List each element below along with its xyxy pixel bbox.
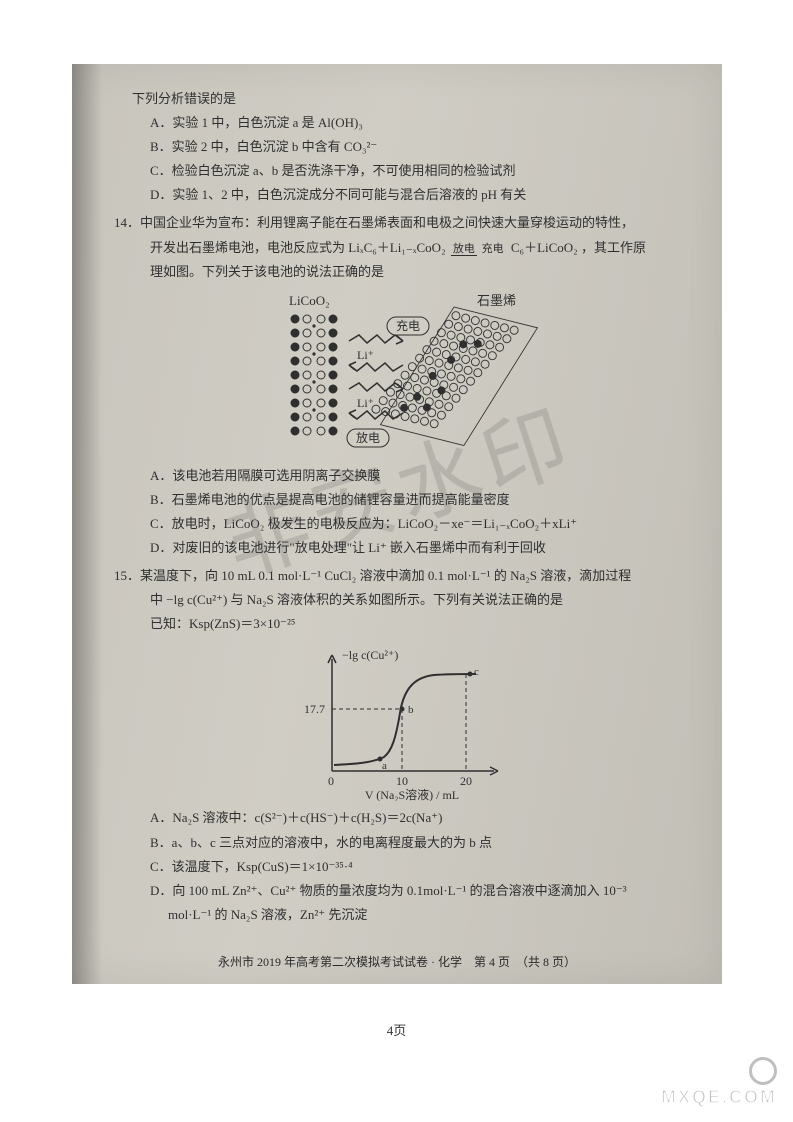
q15-option-b: B．a、b、c 三点对应的溶液中，水的电离程度最大的为 b 点 (114, 832, 684, 854)
page-root: 非安水印 下列分析错误的是 A．实验 1 中，白色沉淀 a 是 Al(OH)₃ … (0, 0, 793, 1122)
q14-stem-a: 中国企业华为宣布：利用锂离子能在石墨烯表面和电极之间快速大量穿梭运动的特性， (140, 215, 634, 230)
scan-area: 非安水印 下列分析错误的是 A．实验 1 中，白色沉淀 a 是 Al(OH)₃ … (72, 64, 722, 984)
q13-option-a: A．实验 1 中，白色沉淀 a 是 Al(OH)₃ (114, 112, 684, 134)
site-watermark-text: 答案 (693, 1058, 747, 1088)
q15-stem-a: 某温度下，向 10 mL 0.1 mol·L⁻¹ CuCl₂ 溶液中滴加 0.1… (140, 568, 631, 583)
q14-discharge-pill: 放电 (347, 429, 389, 447)
site-watermark-top: 答案 (661, 1057, 777, 1086)
q14-number: 14． (114, 215, 140, 230)
q15-stem-line1: 15．某温度下，向 10 mL 0.1 mol·L⁻¹ CuCl₂ 溶液中滴加 … (114, 565, 684, 587)
q15-yaxis-label: −lg c(Cu²⁺) (342, 648, 398, 662)
q14-diagram-svg: LiCoO₂ 石墨烯 (229, 289, 569, 459)
q15-option-d-line1: D．向 100 mL Zn²⁺、Cu²⁺ 物质的量浓度均为 0.1mol·L⁻¹… (114, 880, 684, 902)
q13-option-d: D．实验 1、2 中，白色沉淀成分不同可能与混合后溶液的 pH 有关 (114, 184, 684, 206)
q14-stem-b-post: ，其工作原 (581, 240, 646, 255)
q15-stem-line2: 中 −lg c(Cu²⁺) 与 Na₂S 溶液体积的关系如图所示。下列有关说法正… (114, 589, 684, 611)
q14-eq-left: LiₓC₆＋Li₁₋ₓCoO₂ (348, 240, 445, 255)
q15-point-b-label: b (408, 704, 414, 716)
q14-diagram: LiCoO₂ 石墨烯 (229, 289, 569, 459)
q14-stem-line3: 理如图。下列关于该电池的说法正确的是 (114, 261, 684, 283)
q14-eq-top: 放电 (451, 243, 477, 256)
q14-stem-line1: 14．中国企业华为宣布：利用锂离子能在石墨烯表面和电极之间快速大量穿梭运动的特性… (114, 212, 684, 234)
q14-option-b: B．石墨烯电池的优点是提高电池的储锂容量进而提高能量密度 (114, 489, 684, 511)
q14-charge-label: 充电 (396, 318, 420, 333)
q15-block: 15．某温度下，向 10 mL 0.1 mol·L⁻¹ CuCl₂ 溶液中滴加 … (114, 565, 684, 926)
q14-eq-bot: 充电 (480, 243, 506, 255)
q13-option-c: C．检验白色沉淀 a、b 是否洗涤干净，不可使用相同的检验试剂 (114, 160, 684, 182)
q14-option-c: C．放电时，LiCoO₂ 极发生的电极反应为：LiCoO₂－xe⁻＝Li₁₋ₓC… (114, 513, 684, 535)
q13-stem: 下列分析错误的是 (114, 88, 684, 110)
q15-point-a-label: a (382, 760, 387, 772)
q14-li-label-2: Li⁺ (357, 396, 374, 410)
q15-option-a: A．Na₂S 溶液中：c(S²⁻)＋c(HS⁻)＋c(H₂S)＝2c(Na⁺) (114, 807, 684, 829)
q14-graphene-label: 石墨烯 (477, 293, 516, 308)
q14-licoo2-label: LiCoO₂ (289, 293, 330, 308)
q15-number: 15． (114, 568, 140, 583)
q14-eq-right: C₆＋LiCoO₂ (511, 240, 578, 255)
q14-li-label-1: Li⁺ (357, 348, 374, 362)
q14-option-a: A．该电池若用隔膜可选用阴离子交换膜 (114, 465, 684, 487)
q15-chart-svg: −lg c(Cu²⁺) 17.7 (284, 641, 514, 801)
q14-eq-arrows: 放电 充电 (451, 243, 506, 255)
site-watermark: 答案 MXQE.COM (661, 1057, 777, 1106)
q15-point-c-label: c (474, 666, 479, 678)
q15-known: 已知：Ksp(ZnS)＝3×10⁻²⁵ (114, 613, 684, 635)
q14-licoo2-electrode (289, 311, 339, 443)
site-watermark-url: MXQE.COM (661, 1088, 777, 1106)
q15-xtick-10: 10 (396, 774, 408, 788)
exam-footer: 永州市 2019 年高考第二次模拟考试试卷 · 化学 第 4 页 （共 8 页） (72, 953, 722, 970)
q14-discharge-label: 放电 (356, 430, 380, 445)
q15-option-d-line2: mol·L⁻¹ 的 Na₂S 溶液，Zn²⁺ 先沉淀 (114, 904, 684, 926)
q14-block: 14．中国企业华为宣布：利用锂离子能在石墨烯表面和电极之间快速大量穿梭运动的特性… (114, 212, 684, 559)
q15-chart: −lg c(Cu²⁺) 17.7 (284, 641, 514, 801)
page-number: 4页 (0, 1020, 793, 1039)
q14-stem-b-pre: 开发出石墨烯电池，电池反应式为 (150, 240, 348, 255)
q15-y-17-7: 17.7 (304, 702, 325, 716)
scan-content: 下列分析错误的是 A．实验 1 中，白色沉淀 a 是 Al(OH)₃ B．实验 … (114, 88, 684, 928)
ring-icon (749, 1057, 777, 1085)
q14-stem-line2: 开发出石墨烯电池，电池反应式为 LiₓC₆＋Li₁₋ₓCoO₂ 放电 充电 C₆… (114, 237, 684, 259)
q14-option-d: D．对废旧的该电池进行"放电处理"让 Li⁺ 嵌入石墨烯中而有利于回收 (114, 537, 684, 559)
q15-option-c: C．该温度下，Ksp(CuS)＝1×10⁻³⁵·⁴ (114, 856, 684, 878)
q14-charge-pill: 充电 (387, 317, 429, 335)
q15-xtick-20: 20 (460, 774, 472, 788)
q15-xtick-0: 0 (328, 774, 334, 788)
q15-xaxis-label: V (Na₂S溶液) / mL (365, 787, 459, 801)
q13-option-b: B．实验 2 中，白色沉淀 b 中含有 CO₃²⁻ (114, 136, 684, 158)
q15-curve (334, 674, 476, 765)
